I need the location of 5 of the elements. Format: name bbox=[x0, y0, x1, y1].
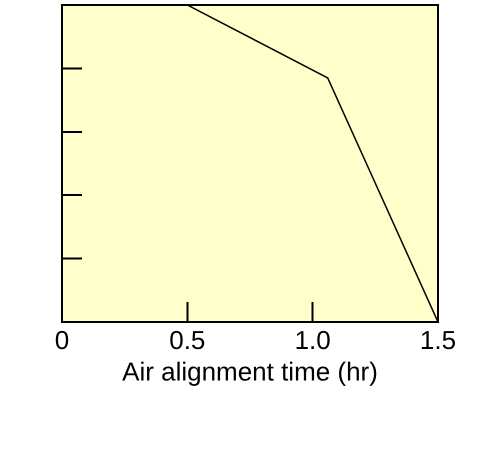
x-tick-label: 1.0 bbox=[294, 325, 331, 355]
x-axis-title: Air alignment time (hr) bbox=[122, 356, 378, 387]
x-tick-label: 1.5 bbox=[420, 325, 456, 355]
x-tick-label: 0 bbox=[54, 325, 70, 355]
x-tick-label: 0.5 bbox=[169, 325, 206, 355]
